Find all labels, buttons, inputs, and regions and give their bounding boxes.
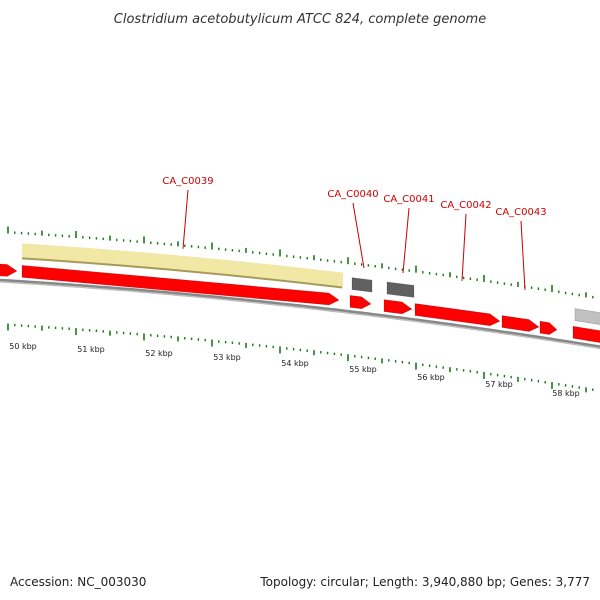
gene-label-ca-c0040[interactable]: CA_C0040 [327, 189, 378, 200]
label-leader-line [520, 220, 526, 290]
gene-features-group [0, 263, 600, 343]
map-title: Clostridium acetobutylicum ATCC 824, com… [114, 12, 486, 27]
gene-label-ca-c0042[interactable]: CA_C0042 [440, 200, 491, 211]
forward-gene-arrow [21, 265, 340, 306]
kbp-label-55: 55 kbp [349, 365, 377, 374]
tick-marks-group [7, 226, 594, 393]
kbp-labels-group: 50 kbp 51 kbp 52 kbp 53 kbp 54 kbp 55 kb… [9, 342, 580, 398]
label-leader-line [461, 213, 467, 281]
forward-gene-arrow [0, 263, 18, 277]
backbone-line [0, 281, 600, 350]
kbp-label-53: 53 kbp [213, 353, 241, 362]
kbp-label-56: 56 kbp [417, 373, 445, 382]
reverse-gene-box [574, 308, 600, 325]
kbp-label-52: 52 kbp [145, 349, 173, 358]
kbp-label-54: 54 kbp [281, 359, 309, 368]
accession-text: Accession: NC_003030 [10, 575, 146, 589]
kbp-label-57: 57 kbp [485, 380, 513, 389]
genome-summary-text: Topology: circular; Length: 3,940,880 bp… [259, 575, 590, 589]
label-leader-line [402, 207, 410, 274]
forward-gene-arrow [539, 320, 558, 335]
forward-gene-arrow [414, 303, 501, 327]
backbone-group [0, 278, 600, 350]
forward-gene-arrow [572, 325, 600, 343]
reverse-gene-box [351, 277, 373, 293]
kbp-label-51: 51 kbp [77, 345, 105, 354]
highlight-band [22, 243, 343, 288]
forward-gene-arrow [349, 295, 372, 310]
label-leader-line [182, 189, 189, 249]
gene-label-ca-c0039[interactable]: CA_C0039 [162, 176, 213, 187]
forward-gene-arrow [383, 299, 413, 315]
label-leader-line [352, 202, 365, 269]
gene-label-ca-c0043[interactable]: CA_C0043 [495, 207, 546, 218]
kbp-label-50: 50 kbp [9, 342, 37, 351]
gene-label-ca-c0041[interactable]: CA_C0041 [383, 194, 434, 205]
gene-labels-group: CA_C0039 CA_C0040 CA_C0041 CA_C0042 CA_C… [162, 176, 546, 218]
highlight-band-group [21, 243, 343, 289]
forward-gene-arrow [501, 315, 540, 332]
highlight-band-edge [21, 257, 343, 289]
kbp-label-58: 58 kbp [552, 389, 580, 398]
label-leaders-group [182, 189, 526, 290]
reverse-gene-box [386, 281, 415, 298]
backbone-line [0, 278, 600, 348]
